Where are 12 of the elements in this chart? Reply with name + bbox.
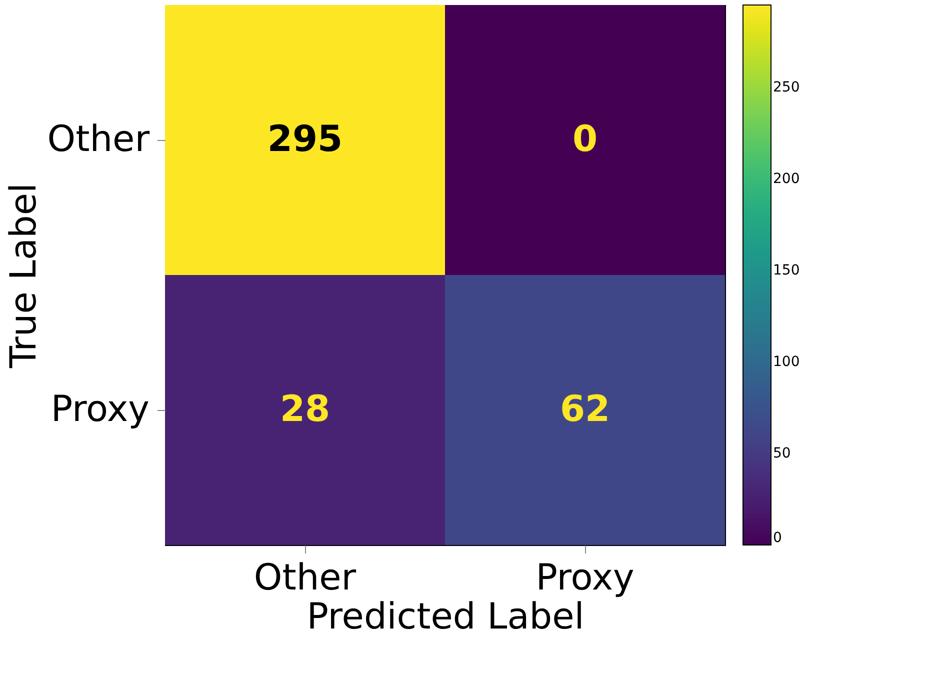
color-bar-label: 150 xyxy=(773,262,800,278)
data-label: 28 xyxy=(280,389,330,430)
data-label: 295 xyxy=(267,119,343,160)
color-bar-label: 100 xyxy=(773,354,800,370)
color-bar-label: 50 xyxy=(773,445,791,462)
y-axis-title: True Label xyxy=(3,182,44,370)
color-bar-label: 200 xyxy=(773,170,800,187)
x-axis-title: Predicted Label xyxy=(306,596,584,638)
data-label: 0 xyxy=(572,119,598,160)
color-bar-label: 0 xyxy=(773,530,782,546)
color-bar-label: 250 xyxy=(773,79,800,96)
data-label: 62 xyxy=(560,389,610,430)
